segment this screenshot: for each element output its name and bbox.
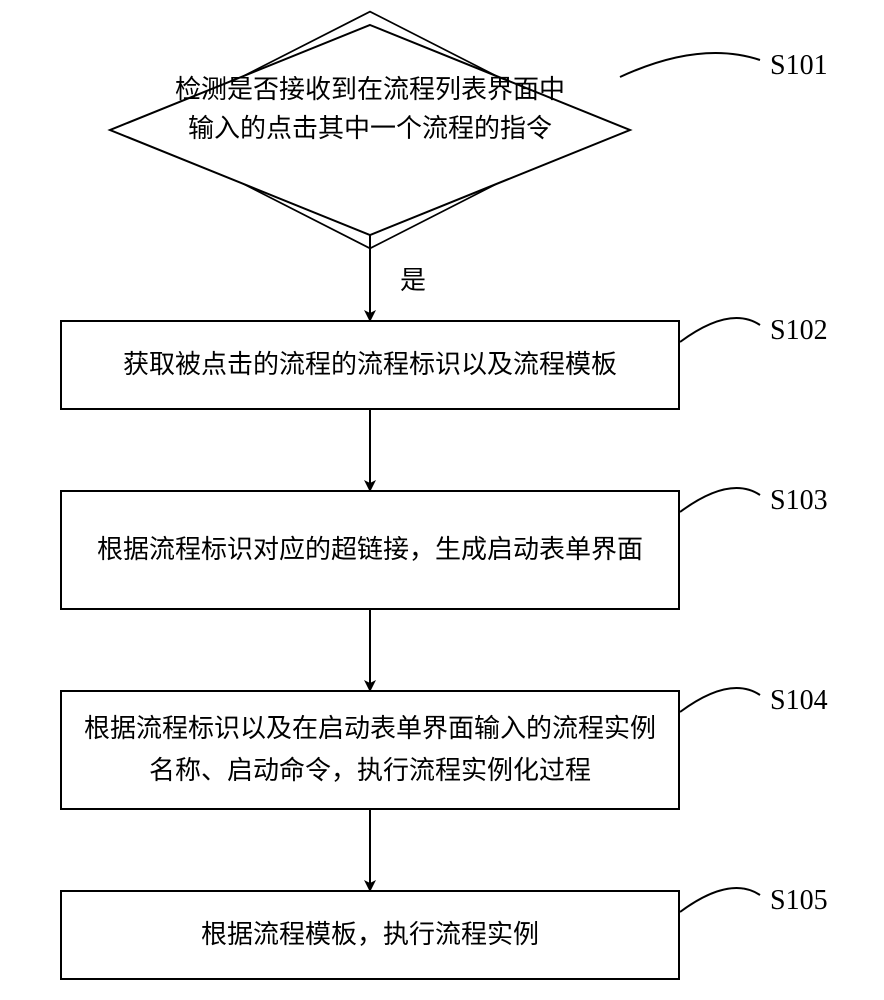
process-text: 根据流程模板，执行流程实例	[201, 914, 539, 956]
decision-text: 检测是否接收到在流程列表界面中输入的点击其中一个流程的指令	[170, 70, 570, 148]
step-label-s101: S101	[770, 50, 828, 82]
edge-label-yes: 是	[400, 260, 426, 297]
step-label-s103: S103	[770, 485, 828, 517]
process-text: 根据流程标识对应的超链接，生成启动表单界面	[97, 529, 643, 571]
process-text: 根据流程标识以及在启动表单界面输入的流程实例名称、启动命令，执行流程实例化过程	[82, 708, 658, 791]
process-node-s105: 根据流程模板，执行流程实例	[60, 890, 680, 980]
step-label-s105: S105	[770, 885, 828, 917]
step-label-s104: S104	[770, 685, 828, 717]
step-label-s102: S102	[770, 315, 828, 347]
flowchart-canvas: 检测是否接收到在流程列表界面中输入的点击其中一个流程的指令 获取被点击的流程的流…	[0, 0, 884, 1000]
process-node-s103: 根据流程标识对应的超链接，生成启动表单界面	[60, 490, 680, 610]
process-node-s102: 获取被点击的流程的流程标识以及流程模板	[60, 320, 680, 410]
process-text: 获取被点击的流程的流程标识以及流程模板	[123, 344, 617, 386]
process-node-s104: 根据流程标识以及在启动表单界面输入的流程实例名称、启动命令，执行流程实例化过程	[60, 690, 680, 810]
